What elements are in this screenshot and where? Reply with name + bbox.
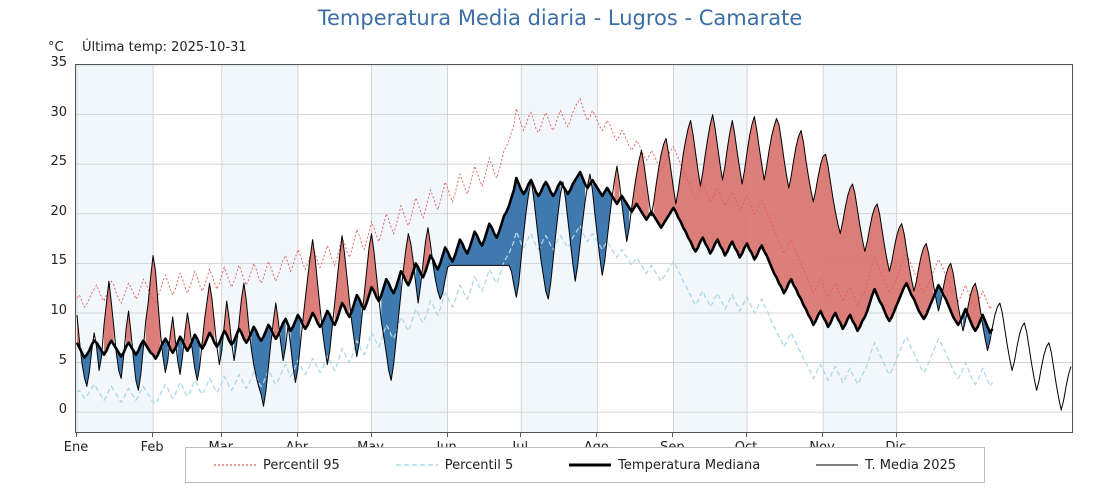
legend-swatch-temperatura-mediana — [569, 459, 612, 471]
x-tick-mark — [895, 432, 897, 437]
legend-item-2[interactable]: Temperatura Mediana — [569, 458, 760, 473]
x-tick-ene: Ene — [63, 440, 89, 455]
y-tick-10: 10 — [50, 302, 67, 318]
y-tick-30: 30 — [50, 104, 67, 120]
x-tick-mark — [822, 432, 824, 437]
y-tick-0: 0 — [58, 402, 67, 418]
y-tick-25: 25 — [50, 154, 67, 170]
legend-swatch-percentil-5 — [395, 459, 438, 471]
x-tick-mark — [446, 432, 448, 437]
y-axis-unit-label: °C — [48, 40, 64, 55]
x-tick-mark — [370, 432, 372, 437]
y-tick-35: 35 — [50, 55, 67, 70]
legend-swatch-percentil-95 — [213, 459, 256, 471]
legend-item-3[interactable]: T. Media 2025 — [816, 458, 956, 473]
y-tick-15: 15 — [50, 253, 67, 269]
x-tick-mark — [746, 432, 748, 437]
y-tick-5: 5 — [58, 352, 67, 368]
legend-item-0[interactable]: Percentil 95 — [213, 457, 340, 473]
x-tick-mark — [296, 432, 298, 437]
legend-label-temperatura-mediana: Temperatura Mediana — [618, 457, 761, 473]
last-temp-label: Última temp: 2025-10-31 — [82, 40, 247, 55]
y-tick-20: 20 — [50, 203, 67, 219]
legend-swatch-t-media-2025 — [816, 459, 859, 471]
legend-label-percentil-95: Percentil 95 — [262, 457, 340, 473]
legend-label-t-media-2025: T. Media 2025 — [865, 457, 957, 473]
x-tick-mark — [76, 432, 77, 437]
legend-item-1[interactable]: Percentil 5 — [395, 457, 514, 473]
x-tick-mark — [596, 432, 598, 437]
x-tick-mark — [152, 432, 154, 437]
x-tick-feb: Feb — [140, 440, 164, 455]
page-title: Temperatura Media diaria - Lugros - Cama… — [317, 6, 803, 30]
plot-svg — [76, 65, 1072, 432]
x-tick-mark — [220, 432, 222, 437]
plot-area — [75, 64, 1073, 433]
legend-label-percentil-5: Percentil 5 — [444, 457, 514, 473]
chart-legend: Percentil 95 Percentil 5 Temperatura Med… — [185, 447, 985, 483]
x-tick-mark — [672, 432, 674, 437]
x-tick-mark — [520, 432, 522, 437]
